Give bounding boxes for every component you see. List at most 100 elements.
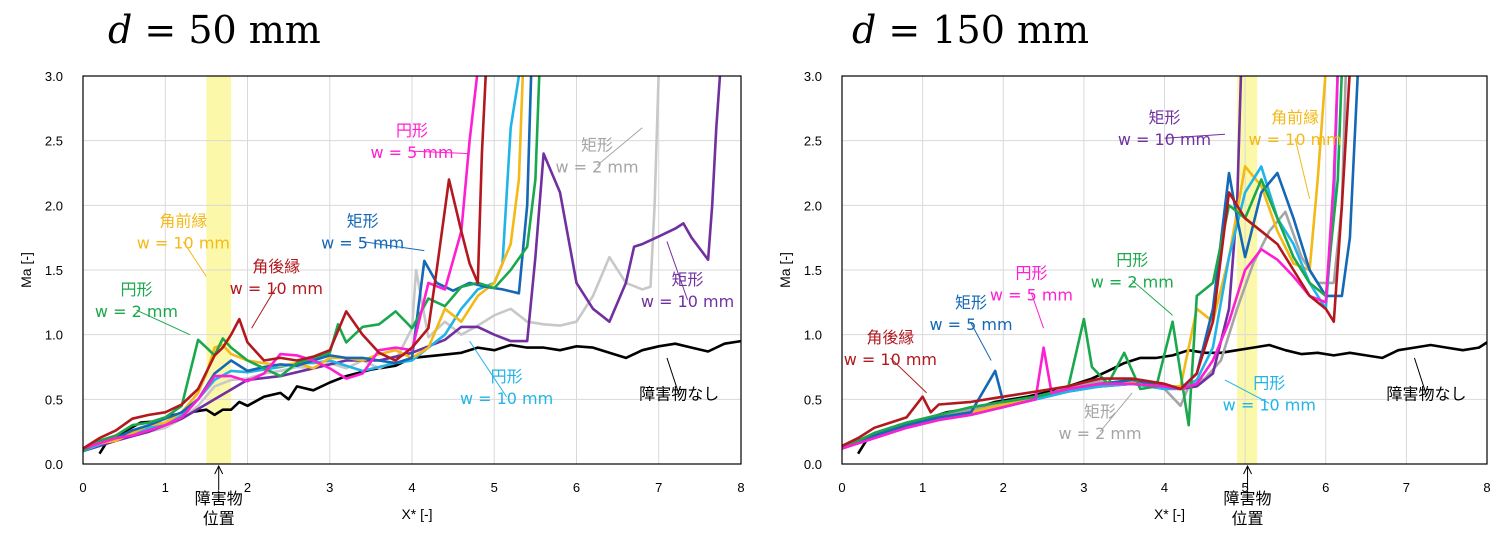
chart-title-d50: d = 50 mm — [108, 8, 321, 52]
series-label: 矩形 — [672, 270, 704, 289]
series-label: w = 2 mm — [1091, 272, 1174, 291]
series-label: 矩形 — [1148, 108, 1180, 127]
label-pointer — [596, 127, 643, 166]
series-label: w = 10 mm — [230, 279, 323, 298]
label-pointer — [1099, 392, 1133, 433]
series-line-magenta — [83, 76, 479, 450]
series-label: w = 5 mm — [929, 315, 1012, 334]
y-tick-label: 2.5 — [45, 134, 63, 149]
x-tick-label: 8 — [1483, 480, 1490, 495]
y-tick-label: 1.5 — [45, 263, 63, 278]
y-axis-label: Ma [-] — [777, 252, 793, 288]
series-label: w = 2 mm — [556, 157, 639, 176]
x-tick-label: 8 — [737, 480, 744, 495]
label-pointer — [251, 286, 277, 329]
y-tick-label: 0.5 — [804, 392, 822, 407]
x-axis-label: X* [-] — [401, 506, 432, 522]
series-label: 円形 — [120, 280, 152, 299]
x-tick-label: 2 — [1000, 480, 1007, 495]
x-tick-label: 3 — [1080, 480, 1087, 495]
label-pointer — [1413, 357, 1428, 396]
y-tick-label: 3.0 — [804, 69, 822, 84]
x-tick-label: 3 — [326, 480, 333, 495]
x-tick-label: 1 — [162, 480, 169, 495]
series-label: 角前縁 — [1271, 108, 1319, 127]
x-tick-label: 5 — [491, 480, 498, 495]
obstacle-position-label: 障害物 — [195, 489, 243, 508]
series-label: w = 10 mm — [1248, 130, 1341, 149]
chart-1: 0 1 2 3 4 5 6 7 8 0.0 0.5 1.0 1.5 2.0 2.5 3.0 X* [-] Ma [… — [777, 69, 1491, 528]
label-pointer — [890, 357, 928, 394]
series-label: 円形 — [1116, 250, 1148, 269]
series-label: 障害物なし — [639, 384, 719, 403]
series-label: w = 2 mm — [1058, 424, 1141, 443]
obstacle-position-label: 障害物 — [1224, 489, 1272, 508]
series-line-darkred — [842, 76, 1351, 448]
series-label: 矩形 — [347, 212, 379, 231]
y-tick-label: 0.5 — [45, 392, 63, 407]
label-pointer — [411, 150, 470, 155]
x-tick-label: 7 — [655, 480, 662, 495]
plot-frame — [82, 75, 742, 465]
series-label: 角前縁 — [159, 212, 207, 231]
y-tick-label: 0.0 — [804, 457, 822, 472]
series-label: 円形 — [396, 121, 428, 140]
y-tick-label: 3.0 — [45, 69, 63, 84]
y-tick-label: 1.0 — [45, 328, 63, 343]
series-label: 円形 — [1253, 373, 1285, 392]
series-label: 円形 — [491, 367, 523, 386]
series-label: w = 10 mm — [137, 234, 230, 253]
arrow-head-icon — [214, 464, 224, 475]
series-label: w = 10 mm — [844, 350, 937, 369]
x-tick-label: 0 — [79, 480, 86, 495]
x-tick-label: 0 — [838, 480, 845, 495]
x-tick-label: 5 — [1242, 480, 1249, 495]
y-tick-label: 2.0 — [45, 198, 63, 213]
y-tick-label: 1.0 — [804, 328, 822, 343]
label-pointer — [1030, 293, 1045, 329]
chart-0: 0 1 2 3 4 5 6 7 8 0.0 0.5 1.0 1.5 2.0 2.5 3.0 X* [-] Ma [… — [18, 69, 745, 528]
label-pointer — [1131, 280, 1173, 316]
x-tick-label: 6 — [573, 480, 580, 495]
label-pointer — [362, 241, 425, 252]
series-label: w = 5 mm — [990, 285, 1073, 304]
series-label: 矩形 — [581, 135, 613, 154]
label-pointer — [970, 322, 992, 361]
label-pointer — [1164, 133, 1226, 139]
x-tick-label: 7 — [1403, 480, 1410, 495]
series-label: 角後縁 — [866, 328, 914, 347]
x-axis-label: X* [-] — [1154, 506, 1185, 522]
series-label: w = 10 mm — [641, 292, 734, 311]
x-tick-label: 4 — [408, 480, 415, 495]
series-label: w = 10 mm — [460, 389, 553, 408]
y-tick-label: 0.0 — [45, 457, 63, 472]
chart-title-d150: d = 150 mm — [852, 8, 1090, 52]
arrow-head-icon — [1243, 464, 1252, 475]
label-pointer — [182, 241, 207, 277]
series-label: 矩形 — [1084, 402, 1116, 421]
x-tick-label: 6 — [1322, 480, 1329, 495]
series-label: w = 2 mm — [95, 302, 178, 321]
series-line-orange — [83, 76, 525, 450]
series-line-purple — [83, 76, 722, 453]
label-pointer — [1224, 379, 1270, 404]
label-pointer — [666, 241, 689, 301]
y-tick-label: 2.0 — [804, 198, 822, 213]
y-tick-label: 1.5 — [804, 263, 822, 278]
x-tick-label: 2 — [244, 480, 251, 495]
y-tick-label: 2.5 — [804, 134, 822, 149]
obstacle-position-label: 位置 — [1232, 509, 1264, 528]
y-axis-label: Ma [-] — [18, 252, 34, 288]
label-pointer — [1294, 138, 1311, 199]
series-label: 矩形 — [955, 293, 987, 312]
series-line-darkred — [83, 76, 487, 450]
obstacle-position-label: 位置 — [203, 509, 235, 528]
series-label: w = 5 mm — [321, 234, 404, 253]
label-pointer — [666, 357, 680, 396]
x-tick-label: 4 — [1161, 480, 1168, 495]
label-pointer — [469, 340, 508, 398]
series-label: w = 10 mm — [1223, 395, 1316, 414]
series-label: w = 10 mm — [1118, 130, 1211, 149]
series-line-magenta — [842, 76, 1339, 450]
